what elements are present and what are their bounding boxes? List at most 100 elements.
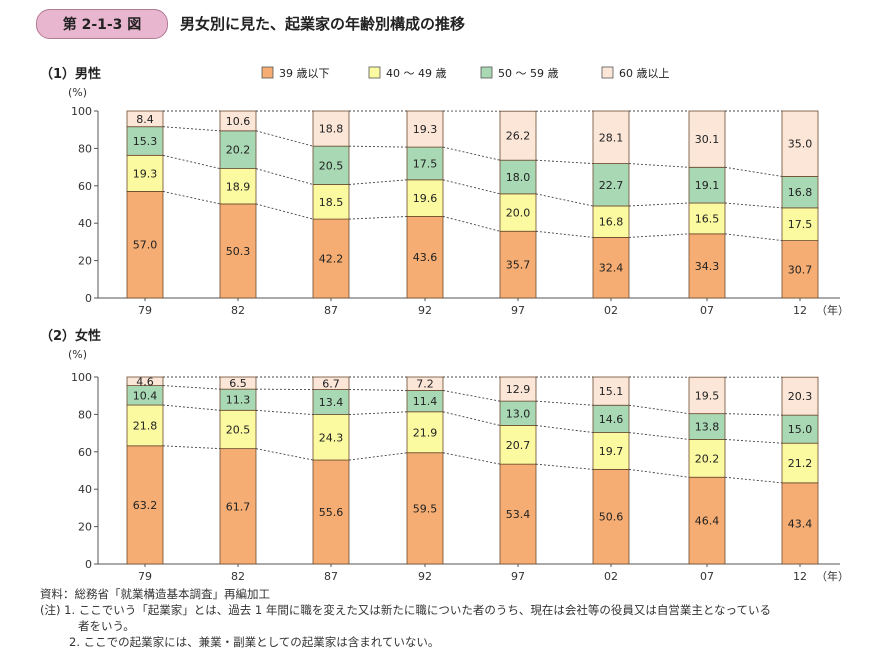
data-label: 34.3 (695, 260, 720, 273)
bar-segment (312, 376, 350, 390)
y-tick-label: 20 (78, 255, 92, 268)
connector-line (724, 202, 783, 209)
data-label: 18.5 (319, 196, 344, 209)
data-label: 35.7 (506, 259, 531, 272)
bar-segment (592, 163, 630, 207)
data-label: 57.0 (133, 239, 158, 252)
data-label: 15.1 (599, 385, 624, 398)
connector-line (442, 411, 501, 426)
connector-line (255, 130, 314, 147)
bar-segment (688, 166, 726, 204)
legend-label: 60 歳以上 (619, 67, 670, 80)
x-tick-label: 07 (700, 304, 714, 317)
data-label: 15.0 (788, 423, 813, 436)
x-tick-label: 12 (793, 570, 807, 583)
bar-segment (219, 409, 257, 450)
y-axis-unit: (%) (68, 348, 87, 361)
data-label: 20.5 (319, 159, 344, 172)
data-label: 24.3 (319, 431, 344, 444)
data-label: 19.3 (413, 123, 438, 136)
data-label: 16.8 (599, 216, 624, 229)
connector-line (724, 439, 783, 444)
data-label: 4.6 (136, 375, 154, 388)
data-label: 14.6 (599, 413, 624, 426)
data-label: 19.5 (695, 389, 720, 402)
connector-line (348, 389, 408, 391)
note-1-continued: 者をいう。 (78, 619, 135, 633)
connector-line (442, 452, 501, 465)
data-label: 32.4 (599, 262, 624, 275)
bar-segment (688, 202, 726, 235)
data-label: 11.4 (413, 395, 438, 408)
data-label: 13.8 (695, 421, 720, 434)
connector-line (348, 452, 408, 461)
x-tick-label: 82 (231, 304, 245, 317)
connector-line (628, 163, 690, 168)
data-label: 63.2 (133, 499, 158, 512)
data-label: 20.3 (788, 390, 813, 403)
data-label: 6.5 (229, 377, 247, 390)
bar-segment (126, 376, 164, 387)
data-label: 17.5 (788, 218, 813, 231)
bar-segment (406, 452, 444, 565)
connector-line (442, 390, 501, 402)
bar-segment (781, 376, 819, 416)
connector-line (255, 409, 314, 416)
y-tick-label: 60 (78, 446, 92, 459)
legend-label: 50 〜 59 歳 (498, 67, 558, 80)
connector-line (162, 190, 221, 205)
bar-segment (406, 376, 444, 391)
bar-segment (499, 425, 537, 465)
connector-line (535, 193, 594, 207)
bar-segment (592, 468, 630, 565)
data-label: 42.2 (319, 253, 344, 266)
bar-segment (688, 413, 726, 440)
bar-segment (499, 193, 537, 232)
y-tick-label: 100 (71, 371, 92, 384)
connector-line (162, 445, 221, 450)
connector-line (442, 146, 501, 161)
bar-segment (406, 179, 444, 217)
connector-line (535, 424, 594, 433)
y-tick-label: 0 (85, 558, 92, 571)
data-label: 43.6 (413, 251, 438, 264)
x-tick-label: 07 (700, 570, 714, 583)
data-label: 50.6 (599, 511, 624, 524)
data-label: 19.3 (133, 167, 158, 180)
connector-line (162, 385, 221, 390)
bar-segment (126, 126, 164, 156)
legend-swatch (368, 66, 381, 79)
connector-line (535, 400, 594, 406)
bar-segment (688, 233, 726, 299)
x-tick-label: 97 (511, 304, 525, 317)
bar-segment (312, 184, 350, 220)
connector-line (162, 126, 221, 132)
connector-line (348, 216, 408, 220)
data-label: 10.6 (226, 115, 251, 128)
data-label: 21.9 (413, 426, 438, 439)
y-tick-label: 80 (78, 408, 92, 421)
data-label: 20.7 (506, 439, 531, 452)
data-label: 55.6 (319, 506, 344, 519)
data-label: 17.5 (413, 157, 438, 170)
connector-line (442, 216, 501, 232)
data-label: 19.7 (599, 445, 624, 458)
data-label: 18.9 (226, 180, 251, 193)
data-label: 13.0 (506, 407, 531, 420)
connector-line (628, 202, 690, 207)
data-label: 16.5 (695, 212, 720, 225)
data-label: 30.1 (695, 133, 720, 146)
y-tick-label: 20 (78, 521, 92, 534)
bar-segment (126, 154, 164, 192)
connector-line (628, 432, 690, 440)
connector-line (442, 179, 501, 195)
legend-label: 39 歳以下 (279, 67, 330, 80)
data-label: 20.2 (695, 452, 720, 465)
source-note: 資料：総務省「就業構造基本調査」再編加工 (40, 587, 270, 601)
bar-segment (312, 110, 350, 147)
connector-line (724, 476, 783, 484)
x-axis-unit: （年） (816, 303, 849, 317)
x-tick-label: 92 (418, 304, 432, 317)
bar-segment (406, 216, 444, 299)
note-1: (注) 1. ここでいう「起業家」とは、過去 1 年間に職を変えた又は新たに職に… (40, 603, 771, 617)
